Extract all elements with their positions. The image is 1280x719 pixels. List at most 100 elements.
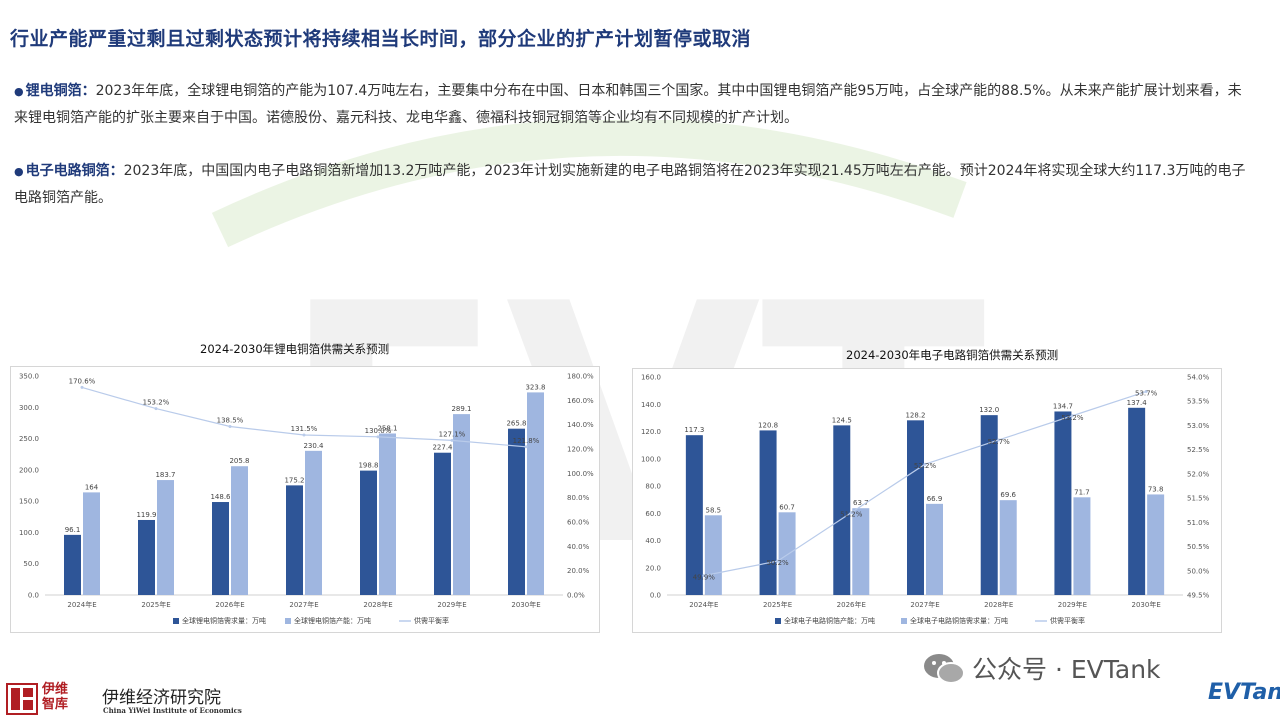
y2-tick-label: 140.0% xyxy=(567,421,594,429)
bullet-text: 2023年年底，全球锂电铜箔的产能为107.4万吨左右，主要集中分布在中国、日本… xyxy=(14,83,1242,126)
data-label: 258.1 xyxy=(377,425,397,433)
y-tick-label: 350.0 xyxy=(19,373,39,381)
balance-rate-point xyxy=(923,462,927,466)
legend-swatch-dark xyxy=(173,618,179,624)
bullet-label: 锂电铜箔： xyxy=(25,83,96,99)
bar-1 xyxy=(759,430,777,595)
evtank-logo: EVTank xyxy=(1208,680,1280,705)
data-label: 124.5 xyxy=(832,416,852,424)
y2-tick-label: 53.0% xyxy=(1187,422,1210,430)
y-tick-label: 60.0 xyxy=(645,510,661,518)
balance-rate-point xyxy=(776,559,780,563)
y-tick-label: 120.0 xyxy=(641,428,661,436)
y-tick-label: 100.0 xyxy=(19,529,39,537)
x-tick-label: 2025年E xyxy=(763,600,792,609)
y2-tick-label: 40.0% xyxy=(567,543,590,551)
chart-lithium-panel: 0.0 50.0 100.0 150.0 200.0 250.0 300.0 350.0 0.0… xyxy=(10,366,600,633)
legend-swatch-dark xyxy=(775,618,781,624)
bar-1 xyxy=(157,480,174,595)
x-tick-label: 2028年E xyxy=(363,600,392,609)
data-label: 96.1 xyxy=(65,526,81,534)
data-label: 137.4 xyxy=(1127,399,1148,407)
y2-tick-label: 51.5% xyxy=(1187,495,1210,503)
y-tick-label: 20.0 xyxy=(645,564,661,572)
line-data-label: 53.7% xyxy=(1135,390,1158,398)
bar-6 xyxy=(527,392,544,595)
bar-5 xyxy=(453,414,470,595)
line-data-label: 51.2% xyxy=(840,511,863,519)
line-data-label: 50.2% xyxy=(766,559,789,567)
bar-3 xyxy=(926,503,943,595)
balance-rate-point xyxy=(1144,390,1148,394)
brand-short-2: 智库 xyxy=(42,697,69,712)
bar-0 xyxy=(704,515,722,595)
y2-tick-label: 180.0% xyxy=(567,373,594,381)
x-tick-label: 2030年E xyxy=(511,600,540,609)
chart-title-circuit: 2024-2030年电子电路铜箔供需关系预测 xyxy=(846,348,1059,362)
bar-2 xyxy=(212,502,229,595)
balance-rate-point xyxy=(228,424,232,428)
x-tick-label: 2029年E xyxy=(437,600,466,609)
line-data-label: 52.7% xyxy=(988,438,1011,446)
y2-tick-label: 53.5% xyxy=(1187,398,1210,406)
y2-tick-label: 100.0% xyxy=(567,470,594,478)
line-data-label: 49.9% xyxy=(693,574,716,582)
bar-4 xyxy=(999,500,1017,595)
bar-2 xyxy=(231,466,248,595)
bar-6 xyxy=(1147,494,1165,595)
data-label: 175.2 xyxy=(284,476,304,484)
y-tick-label: 0.0 xyxy=(650,592,661,600)
bar-2 xyxy=(833,425,851,595)
y-tick-label: 0.0 xyxy=(28,592,39,600)
chart-lithium: 0.0 50.0 100.0 150.0 200.0 250.0 300.0 350.0 0.0… xyxy=(19,373,594,626)
line-data-label: 138.5% xyxy=(217,416,244,424)
y2-tick-label: 80.0% xyxy=(567,494,590,502)
data-label: 227.4 xyxy=(432,444,453,452)
data-label: 230.4 xyxy=(303,442,324,450)
y-tick-label: 50.0 xyxy=(23,560,39,568)
legend-label: 全球电子电路铜箔产能：万吨 xyxy=(784,616,875,625)
bar-2 xyxy=(852,508,870,595)
bar-5 xyxy=(434,452,451,595)
chart-circuit: 0.0 20.0 40.0 60.0 80.0 100.0 120.0 140.0 160.0 4… xyxy=(641,374,1210,626)
line-data-label: 130.0% xyxy=(365,427,392,435)
bar-0 xyxy=(83,492,100,595)
bullet-text: 2023年底，中国国内电子电路铜箔新增加13.2万吨产能，2023年计划实施新建… xyxy=(14,163,1246,206)
x-tick-label: 2024年E xyxy=(689,600,718,609)
line-data-label: 52.2% xyxy=(914,462,937,470)
y-tick-label: 200.0 xyxy=(19,466,39,474)
y-tick-label: 150.0 xyxy=(19,498,39,506)
y-tick-label: 160.0 xyxy=(641,374,661,382)
chart-title-lithium: 2024-2030年锂电铜箔供需关系预测 xyxy=(200,342,390,356)
wechat-account-text: 公众号 · EVTank xyxy=(972,655,1161,684)
bar-6 xyxy=(1128,407,1146,595)
balance-rate-point xyxy=(80,385,84,389)
bullet-lithium-foil: ● 锂电铜箔：2023年年底，全球锂电铜箔的产能为107.4万吨左右，主要集中分布… xyxy=(14,78,1254,132)
legend-label: 全球锂电铜箔产能：万吨 xyxy=(294,616,371,625)
data-label: 164 xyxy=(85,483,99,491)
x-tick-label: 2030年E xyxy=(1132,600,1161,609)
bar-4 xyxy=(980,415,998,595)
y2-tick-label: 50.0% xyxy=(1187,567,1210,575)
legend-swatch-light xyxy=(285,618,291,624)
data-label: 134.7 xyxy=(1053,402,1073,410)
data-label: 132.0 xyxy=(979,406,999,414)
x-tick-label: 2026年E xyxy=(837,600,866,609)
legend-label: 全球锂电铜箔需求量：万吨 xyxy=(182,616,266,625)
data-label: 69.6 xyxy=(1000,491,1016,499)
y-tick-label: 40.0 xyxy=(645,537,661,545)
yiwei-logo-icon xyxy=(6,683,38,715)
data-label: 128.2 xyxy=(905,411,925,419)
y2-tick-label: 52.0% xyxy=(1187,470,1210,478)
bar-5 xyxy=(1073,497,1091,595)
bar-5 xyxy=(1054,411,1072,595)
legend-swatch-light xyxy=(901,618,907,624)
line-data-label: 121.8% xyxy=(513,437,540,445)
balance-rate-point xyxy=(849,511,853,515)
brand-name: 伊维经济研究院 xyxy=(102,688,221,708)
data-label: 71.7 xyxy=(1074,488,1090,496)
x-tick-label: 2024年E xyxy=(67,600,96,609)
data-label: 183.7 xyxy=(155,471,175,479)
bullet-dot: ● xyxy=(14,85,24,98)
y2-tick-label: 54.0% xyxy=(1187,374,1210,382)
